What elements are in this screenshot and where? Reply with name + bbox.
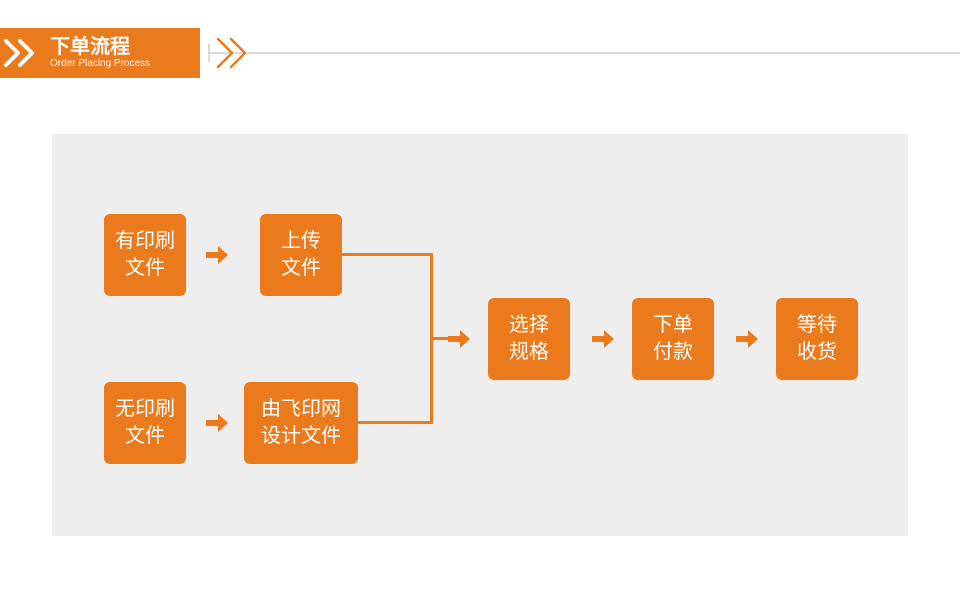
double-chevron-outline-icon	[215, 36, 251, 70]
arrow-right-icon	[446, 326, 472, 352]
header-divider	[208, 52, 960, 54]
flow-node-n2: 上传文件	[260, 214, 342, 296]
flow-node-n6: 下单付款	[632, 298, 714, 380]
flow-node-n4: 由飞印网设计文件	[244, 382, 358, 464]
arrow-right-icon	[734, 326, 760, 352]
double-chevron-icon	[0, 28, 44, 78]
header-badge: 下单流程 Order Placing Process	[0, 28, 200, 78]
arrow-right-icon	[204, 410, 230, 436]
connector-c4	[430, 337, 448, 340]
connector-c1	[342, 253, 432, 256]
connector-c2	[358, 421, 432, 424]
header-title-en: Order Placing Process	[50, 58, 200, 70]
arrow-right-icon	[204, 242, 230, 268]
header-title-cn: 下单流程	[50, 36, 200, 58]
flow-node-n7: 等待收货	[776, 298, 858, 380]
section-header: 下单流程 Order Placing Process	[0, 28, 960, 78]
flow-node-n3: 无印刷文件	[104, 382, 186, 464]
flow-node-n5: 选择规格	[488, 298, 570, 380]
flowchart-panel: 有印刷文件上传文件无印刷文件由飞印网设计文件 选择规格下单付款等待收货	[52, 134, 908, 536]
flow-node-n1: 有印刷文件	[104, 214, 186, 296]
arrow-right-icon	[590, 326, 616, 352]
